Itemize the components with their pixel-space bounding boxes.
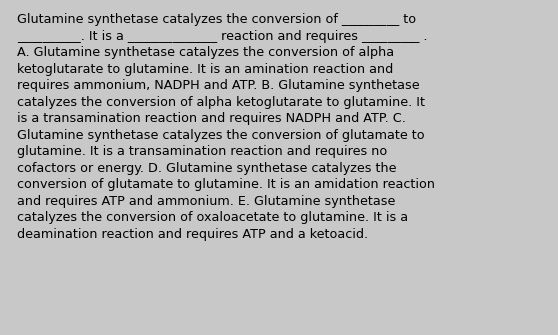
Text: Glutamine synthetase catalyzes the conversion of _________ to
__________. It is : Glutamine synthetase catalyzes the conve… [17, 13, 435, 241]
